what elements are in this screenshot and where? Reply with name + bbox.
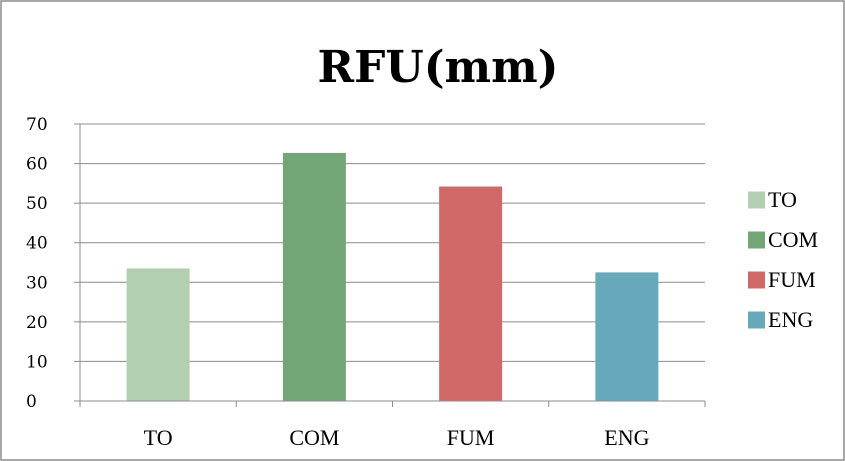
bar-fum [439, 186, 503, 401]
bar-com [282, 152, 346, 401]
y-tick-label: 70 [26, 115, 48, 135]
legend-label: COM [768, 227, 818, 252]
legend-swatch-to [748, 191, 765, 209]
y-tick-label: 30 [26, 273, 48, 293]
legend: TO COM FUM ENG [748, 187, 818, 332]
y-tick-label: 50 [26, 194, 48, 214]
chart-title: RFU(mm) [318, 42, 559, 93]
x-tick-label: ENG [604, 425, 649, 450]
y-tick-label: 10 [26, 352, 48, 372]
bars [126, 152, 659, 401]
axes [74, 123, 706, 407]
legend-swatch-com [748, 231, 765, 249]
legend-swatch-eng [748, 311, 765, 329]
legend-label: TO [768, 187, 797, 212]
y-tick-label: 40 [26, 234, 48, 254]
y-axis-ticks: 0 10 20 30 40 50 60 70 [26, 115, 48, 412]
legend-label: FUM [768, 267, 816, 292]
x-tick-label: COM [289, 425, 339, 450]
legend-label: ENG [768, 307, 813, 332]
y-tick-label: 0 [26, 392, 37, 412]
x-tick-label: TO [144, 425, 173, 450]
y-tick-label: 60 [26, 155, 48, 175]
legend-swatch-fum [748, 271, 765, 289]
bar-eng [595, 272, 659, 401]
x-tick-label: FUM [447, 425, 495, 450]
y-tick-label: 20 [26, 313, 48, 333]
bar-to [126, 268, 190, 401]
x-axis-ticks: TO COM FUM ENG [144, 425, 650, 450]
